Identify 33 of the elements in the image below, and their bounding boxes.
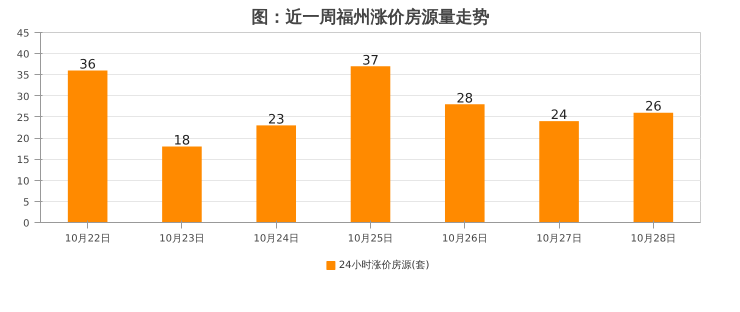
- data-label: 26: [645, 100, 662, 115]
- bar: [256, 125, 296, 222]
- y-tick-label: 40: [16, 50, 30, 61]
- bar: [539, 121, 579, 222]
- bar: [444, 104, 485, 222]
- legend-label: 24小时涨价房源(套): [338, 259, 430, 271]
- x-tick-label: 10月27日: [536, 234, 582, 244]
- y-tick-label: 35: [16, 70, 30, 82]
- y-tick-label: 20: [16, 134, 30, 146]
- chart-title: 图：近一周福州涨价房源量走势: [252, 8, 490, 28]
- data-label: 37: [362, 53, 379, 68]
- y-tick-label: 0: [23, 218, 30, 230]
- y-tick-label: 5: [23, 197, 30, 208]
- y-tick-label: 45: [16, 28, 30, 40]
- bar: [350, 66, 390, 222]
- x-tick-label: 10月22日: [64, 234, 110, 244]
- y-tick-label: 30: [16, 92, 30, 103]
- x-tick-label: 10月24日: [253, 234, 299, 244]
- bar: [634, 112, 674, 222]
- bar: [68, 70, 108, 222]
- y-tick-label: 25: [16, 112, 30, 124]
- y-tick-label: 15: [16, 155, 30, 166]
- data-label: 18: [174, 134, 190, 148]
- bar: [162, 146, 202, 222]
- x-tick-label: 10月28日: [630, 234, 676, 244]
- data-label: 23: [268, 112, 284, 128]
- x-tick-label: 10月26日: [442, 234, 488, 244]
- y-tick-label: 10: [16, 176, 30, 188]
- x-tick-label: 10月23日: [159, 234, 205, 244]
- data-label: 28: [456, 91, 474, 106]
- data-label: 24: [550, 108, 568, 124]
- data-label: 36: [79, 58, 96, 72]
- x-tick-label: 10月25日: [348, 234, 394, 244]
